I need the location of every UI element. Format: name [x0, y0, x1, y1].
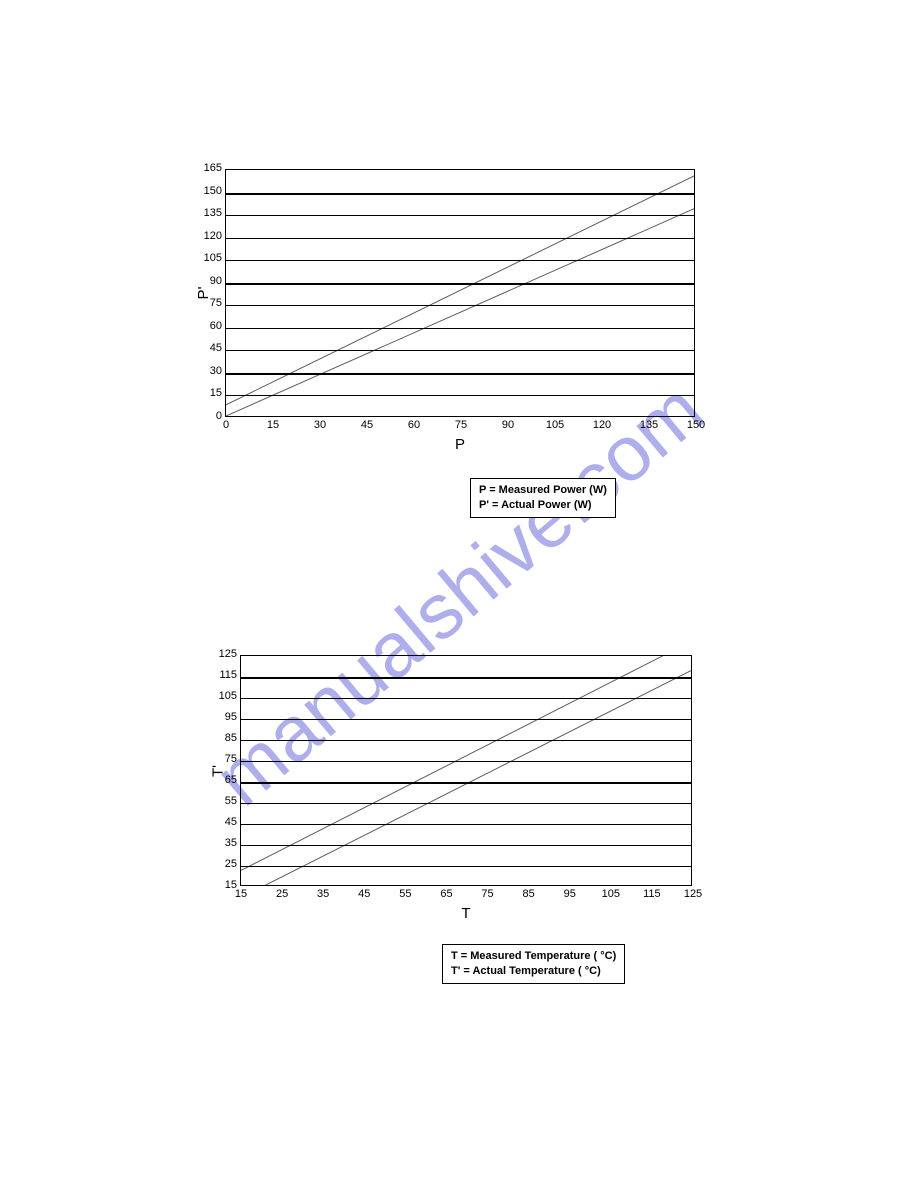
y-tick-label: 95 [225, 711, 241, 723]
x-tick-label: 65 [440, 885, 452, 900]
x-tick-label: 75 [481, 885, 493, 900]
x-tick-label: 120 [593, 416, 611, 431]
y-tick-label: 25 [225, 858, 241, 870]
x-tick-label: 45 [361, 416, 373, 431]
y-tick-label: 115 [219, 669, 241, 681]
x-tick-label: 125 [684, 885, 702, 900]
y-tick-label: 55 [225, 795, 241, 807]
gridline [241, 698, 691, 699]
legend-line: P' = Actual Power (W) [479, 498, 607, 513]
temperature-chart-lines [241, 656, 691, 885]
x-tick-label: 25 [276, 885, 288, 900]
gridline [241, 803, 691, 804]
y-tick-label: 75 [210, 297, 226, 309]
y-tick-label: 60 [210, 320, 226, 332]
gridline [226, 395, 694, 396]
y-tick-label: 75 [225, 753, 241, 765]
y-tick-label: 105 [204, 252, 226, 264]
gridline [226, 305, 694, 306]
x-tick-label: 105 [546, 416, 564, 431]
gridline [241, 677, 691, 679]
x-tick-label: 30 [314, 416, 326, 431]
y-tick-label: 120 [204, 230, 226, 242]
x-tick-label: 15 [235, 885, 247, 900]
gridline [241, 719, 691, 720]
power-chart-legend: P = Measured Power (W) P' = Actual Power… [470, 478, 616, 518]
x-tick-label: 115 [643, 885, 661, 900]
legend-line: T' = Actual Temperature ( °C) [451, 964, 616, 979]
power-chart-lines [226, 170, 694, 416]
temperature-chart: T' 1525354555657585951051151251525354555… [240, 655, 692, 886]
x-tick-label: 90 [502, 416, 514, 431]
y-tick-label: 65 [225, 774, 241, 786]
x-tick-label: 55 [399, 885, 411, 900]
power-chart-xlabel: P [455, 436, 465, 453]
x-tick-label: 105 [602, 885, 620, 900]
y-tick-label: 150 [204, 185, 226, 197]
gridline [226, 373, 694, 375]
y-tick-label: 85 [225, 732, 241, 744]
temperature-chart-plot: 1525354555657585951051151251525354555657… [240, 655, 692, 886]
gridline [226, 328, 694, 329]
x-tick-label: 95 [564, 885, 576, 900]
gridline [241, 866, 691, 867]
gridline [226, 350, 694, 351]
gridline [241, 740, 691, 741]
gridline [241, 782, 691, 784]
y-tick-label: 125 [219, 648, 241, 660]
y-tick-label: 30 [210, 365, 226, 377]
y-tick-label: 45 [210, 342, 226, 354]
gridline [226, 215, 694, 216]
temperature-chart-legend: T = Measured Temperature ( °C) T' = Actu… [442, 944, 625, 984]
power-chart-plot: 0153045607590105120135150165015304560759… [225, 169, 695, 417]
x-tick-label: 150 [687, 416, 705, 431]
y-tick-label: 135 [204, 207, 226, 219]
x-tick-label: 75 [455, 416, 467, 431]
x-tick-label: 0 [223, 416, 229, 431]
y-tick-label: 15 [210, 387, 226, 399]
temperature-chart-xlabel: T [461, 905, 470, 922]
gridline [226, 260, 694, 261]
y-tick-label: 90 [210, 275, 226, 287]
gridline [226, 193, 694, 195]
x-tick-label: 60 [408, 416, 420, 431]
gridline [226, 283, 694, 285]
legend-line: P = Measured Power (W) [479, 483, 607, 498]
series-line [226, 176, 694, 405]
series-line [226, 209, 694, 416]
x-tick-label: 15 [267, 416, 279, 431]
legend-line: T = Measured Temperature ( °C) [451, 949, 616, 964]
gridline [226, 238, 694, 239]
series-line [241, 641, 691, 870]
gridline [241, 761, 691, 762]
gridline [241, 824, 691, 825]
x-tick-label: 135 [640, 416, 658, 431]
y-tick-label: 45 [225, 816, 241, 828]
x-tick-label: 85 [523, 885, 535, 900]
series-line [241, 671, 691, 898]
page-root: manualshive.com P' 015304560759010512013… [0, 0, 918, 1188]
y-tick-label: 35 [225, 837, 241, 849]
y-tick-label: 165 [204, 162, 226, 174]
x-tick-label: 45 [358, 885, 370, 900]
y-tick-label: 105 [219, 690, 241, 702]
power-chart: P' 0153045607590105120135150165015304560… [225, 169, 695, 417]
gridline [241, 845, 691, 846]
x-tick-label: 35 [317, 885, 329, 900]
